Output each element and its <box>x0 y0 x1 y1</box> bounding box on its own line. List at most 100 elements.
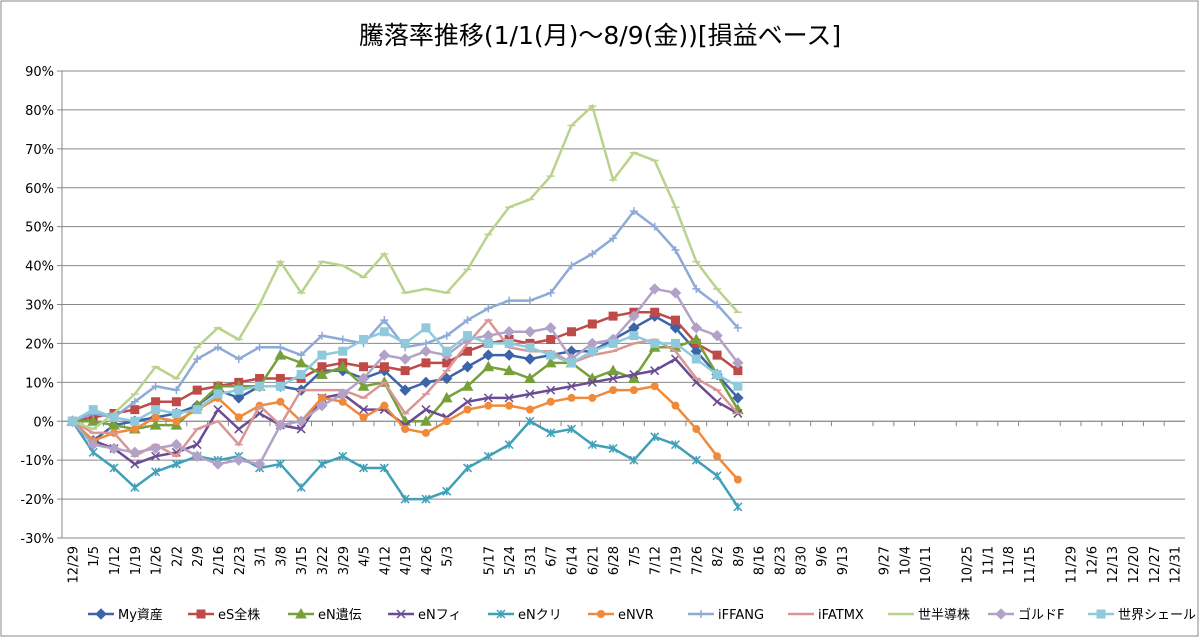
marker <box>609 386 618 395</box>
marker <box>396 609 406 619</box>
marker <box>525 405 534 414</box>
x-tick-label: 5/31 <box>524 546 539 575</box>
marker <box>379 362 389 372</box>
marker <box>192 440 202 450</box>
marker <box>670 440 681 450</box>
legend-label: ゴルドF <box>1018 607 1064 623</box>
marker <box>505 296 514 305</box>
marker <box>149 442 162 455</box>
marker <box>608 311 618 321</box>
marker <box>566 424 577 434</box>
marker <box>234 385 244 395</box>
marker <box>608 443 618 454</box>
marker <box>109 412 119 422</box>
x-tick-label: 4/5 <box>358 546 373 567</box>
marker <box>276 343 285 352</box>
marker <box>483 451 493 461</box>
marker <box>463 346 473 356</box>
marker <box>463 331 473 341</box>
marker <box>401 425 410 434</box>
x-tick-label: 11/1 <box>981 546 996 575</box>
marker <box>440 391 453 403</box>
y-tick-label: 20% <box>25 337 54 352</box>
marker <box>504 393 514 403</box>
x-tick-label: 3/15 <box>295 546 310 575</box>
legend-label: 世半導株 <box>918 608 970 623</box>
marker <box>671 246 680 255</box>
marker <box>587 377 597 387</box>
marker <box>399 353 411 365</box>
marker <box>461 380 474 391</box>
marker <box>253 458 266 470</box>
marker <box>295 607 307 619</box>
x-tick-label: 6/28 <box>607 546 622 575</box>
marker <box>255 381 265 391</box>
y-tick-label: -30% <box>20 532 54 547</box>
x-tick-label: 11/29 <box>1065 546 1080 583</box>
marker <box>711 329 723 342</box>
marker <box>525 416 535 426</box>
marker <box>234 424 244 434</box>
marker <box>442 331 451 340</box>
marker <box>420 345 432 357</box>
marker <box>733 502 743 512</box>
marker <box>484 401 493 410</box>
marker <box>359 463 369 473</box>
marker <box>483 393 493 403</box>
x-tick-label: 6/21 <box>586 546 601 575</box>
marker <box>629 455 639 465</box>
marker <box>587 346 597 356</box>
marker <box>669 287 682 299</box>
marker <box>503 349 515 361</box>
x-tick-label: 7/19 <box>669 546 684 575</box>
marker <box>546 350 556 360</box>
marker <box>421 405 431 415</box>
marker <box>712 397 722 407</box>
marker <box>317 331 326 340</box>
x-tick-label: 12/31 <box>1169 546 1184 583</box>
marker <box>130 405 140 415</box>
marker <box>400 338 410 348</box>
marker <box>713 452 722 461</box>
marker <box>297 351 306 360</box>
marker <box>733 381 743 391</box>
marker <box>650 222 659 231</box>
marker <box>88 405 98 415</box>
marker <box>274 349 287 360</box>
marker <box>87 415 100 426</box>
marker <box>442 486 452 496</box>
marker <box>275 459 285 469</box>
marker <box>588 249 597 258</box>
x-tick-label: 8/9 <box>732 546 747 567</box>
marker <box>629 370 639 380</box>
series <box>67 323 743 426</box>
marker <box>213 405 223 415</box>
marker <box>484 304 493 313</box>
marker <box>380 316 389 325</box>
x-tick-label: 11/8 <box>1002 546 1017 575</box>
x-tick-label: 10/11 <box>919 546 934 583</box>
y-tick-label: 70% <box>25 143 54 158</box>
legend-label: eS全株 <box>218 607 260 623</box>
marker <box>172 417 181 426</box>
marker <box>359 362 369 372</box>
marker <box>670 315 680 325</box>
x-tick-label: 12/29 <box>66 546 81 583</box>
marker <box>109 463 119 473</box>
marker <box>524 372 536 383</box>
marker <box>692 284 701 293</box>
marker <box>130 397 139 406</box>
marker <box>732 357 744 369</box>
marker <box>213 389 223 399</box>
x-tick-label: 2/23 <box>233 546 248 575</box>
marker <box>420 376 432 389</box>
y-tick-label: -10% <box>20 454 54 469</box>
marker <box>545 322 557 334</box>
marker <box>546 428 556 438</box>
marker <box>192 385 202 395</box>
x-tick-label: 8/23 <box>773 546 788 575</box>
marker <box>525 342 535 352</box>
x-tick-label: 9/27 <box>877 546 892 575</box>
x-tick-label: 12/6 <box>1085 546 1100 575</box>
